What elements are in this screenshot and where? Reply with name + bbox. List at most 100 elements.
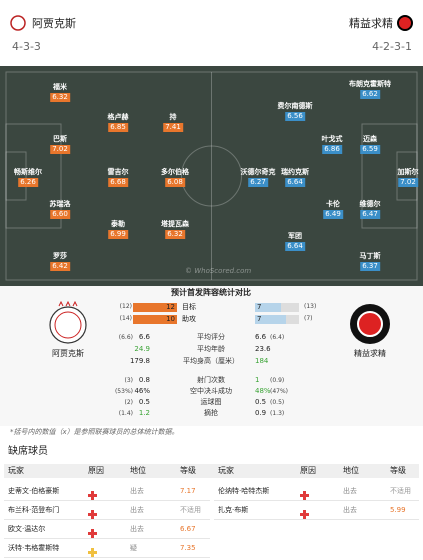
column-header: 原因 <box>300 466 316 475</box>
home-league-value: (14) <box>119 315 132 322</box>
player-rating: 6.26 <box>18 178 38 187</box>
player-rating: 6.62 <box>360 90 380 99</box>
player-rating: 6.60 <box>50 210 70 219</box>
player-name: 费尔南德斯 <box>277 102 313 110</box>
player-name: 持 <box>169 113 177 121</box>
rating: 不适用 <box>180 506 201 514</box>
player-name: 沃德尔奇克 <box>240 168 276 176</box>
player: 欧文·温达尔 <box>8 525 46 533</box>
stat-label: 平均身高（厘米） <box>183 357 239 365</box>
home-name: 阿贾克斯 <box>32 17 76 30</box>
home-league-value: (1.4) <box>118 410 133 417</box>
reason-icon <box>88 525 97 538</box>
player-rating: 6.47 <box>360 210 380 219</box>
reason-icon <box>88 487 97 500</box>
rating: 5.99 <box>390 506 406 514</box>
status: 出去 <box>130 525 144 533</box>
player-rating: 6.59 <box>360 145 380 154</box>
player-name: 巴斯 <box>53 135 67 143</box>
status: 出去 <box>130 506 144 514</box>
away-league-value: (0.5) <box>270 399 285 406</box>
away-team-label: 精益求精 <box>354 349 386 358</box>
bar-label: 目标 <box>182 303 196 311</box>
column-header: 地位 <box>343 466 359 475</box>
stat-label: 平均年龄 <box>197 345 225 353</box>
away-crest <box>350 304 390 344</box>
home-value: 0.5 <box>138 398 150 406</box>
home-value: 24.9 <box>134 345 150 353</box>
home-logo <box>10 15 26 31</box>
away-value: 6.6 <box>255 333 267 341</box>
player-name: 军团 <box>288 232 302 240</box>
stat-label: 平均评分 <box>197 333 225 341</box>
away-value: 0.5 <box>255 398 267 406</box>
player-rating: 6.85 <box>108 123 128 132</box>
row-line <box>4 500 210 501</box>
stat-label: 射门次数 <box>197 376 225 384</box>
status: 疑 <box>130 544 137 552</box>
rating: 7.35 <box>180 544 196 552</box>
status: 出去 <box>130 487 144 495</box>
rating: 7.17 <box>180 487 196 495</box>
column-header: 等级 <box>180 466 196 475</box>
player-name: 加斯尔 <box>397 168 419 176</box>
away-value: 1 <box>255 376 260 384</box>
reason-icon <box>300 506 309 519</box>
player: 扎克·布斯 <box>218 506 249 514</box>
row-line <box>4 538 210 539</box>
stat-label: 运球图 <box>200 398 222 406</box>
player-rating: 6.08 <box>165 178 185 187</box>
home-value: 6.6 <box>138 333 150 341</box>
home-bar-value: 10 <box>166 315 175 323</box>
player-rating: 6.68 <box>108 178 128 187</box>
player: 伦纳特·哈特杰斯 <box>218 487 270 495</box>
player-rating: 6.27 <box>248 178 268 187</box>
player-rating: 6.37 <box>360 262 380 271</box>
section-title: 缺席球员 <box>8 446 48 457</box>
home-league-value: (3) <box>124 377 134 384</box>
column-header: 等级 <box>390 466 406 475</box>
home-value: 179.8 <box>129 357 150 365</box>
stat-label: 摘抢 <box>204 409 218 417</box>
player-name: 迈森 <box>363 135 377 143</box>
rating: 不适用 <box>390 487 411 495</box>
away-bar <box>255 303 281 312</box>
column-header: 地位 <box>130 466 146 475</box>
away-league-value: (1.3) <box>270 410 285 417</box>
away-league-value: (47%) <box>270 388 289 395</box>
note: *括号内的数值（x）是参照联赛球员的总体统计数据。 <box>10 428 179 436</box>
player-name: 雷吉尔 <box>107 168 129 176</box>
status: 出去 <box>343 506 357 514</box>
player-name: 塔提瓦森 <box>161 220 189 228</box>
player-rating: 6.99 <box>108 230 128 239</box>
home-league-value: (12) <box>119 303 132 310</box>
player-name: 泰勒 <box>111 220 125 228</box>
watermark: © WhoScored.com <box>185 267 252 275</box>
player-name: 马丁斯 <box>359 252 381 260</box>
player-name: 苏瑞洛 <box>49 200 71 208</box>
player-rating: 6.64 <box>285 178 305 187</box>
pitch <box>0 66 423 286</box>
status: 出去 <box>343 487 357 495</box>
row-line <box>214 519 419 520</box>
player-rating: 6.49 <box>323 210 343 219</box>
stat-label: 空中决斗成功 <box>190 387 232 395</box>
home-value: 46% <box>134 387 150 395</box>
pitch-lines <box>5 71 418 281</box>
player-rating: 6.64 <box>285 242 305 251</box>
player-name: 罗莎 <box>53 252 67 260</box>
home-team-label: 阿贾克斯 <box>52 349 84 358</box>
home-value: 1.2 <box>138 409 150 417</box>
player-name: 瑞约克斯 <box>281 168 309 176</box>
column-header: 原因 <box>88 466 104 475</box>
away-value: 184 <box>255 357 269 365</box>
home-bar-value: 12 <box>166 303 175 311</box>
player-name: 维德尔 <box>359 200 381 208</box>
away-bar-value: 7 <box>257 315 262 323</box>
player-rating: 6.56 <box>285 112 305 121</box>
away-league-value: (7) <box>304 315 313 322</box>
away-logo <box>397 15 413 31</box>
home-crest <box>49 300 87 344</box>
player-name: 多尔伯格 <box>161 168 189 176</box>
